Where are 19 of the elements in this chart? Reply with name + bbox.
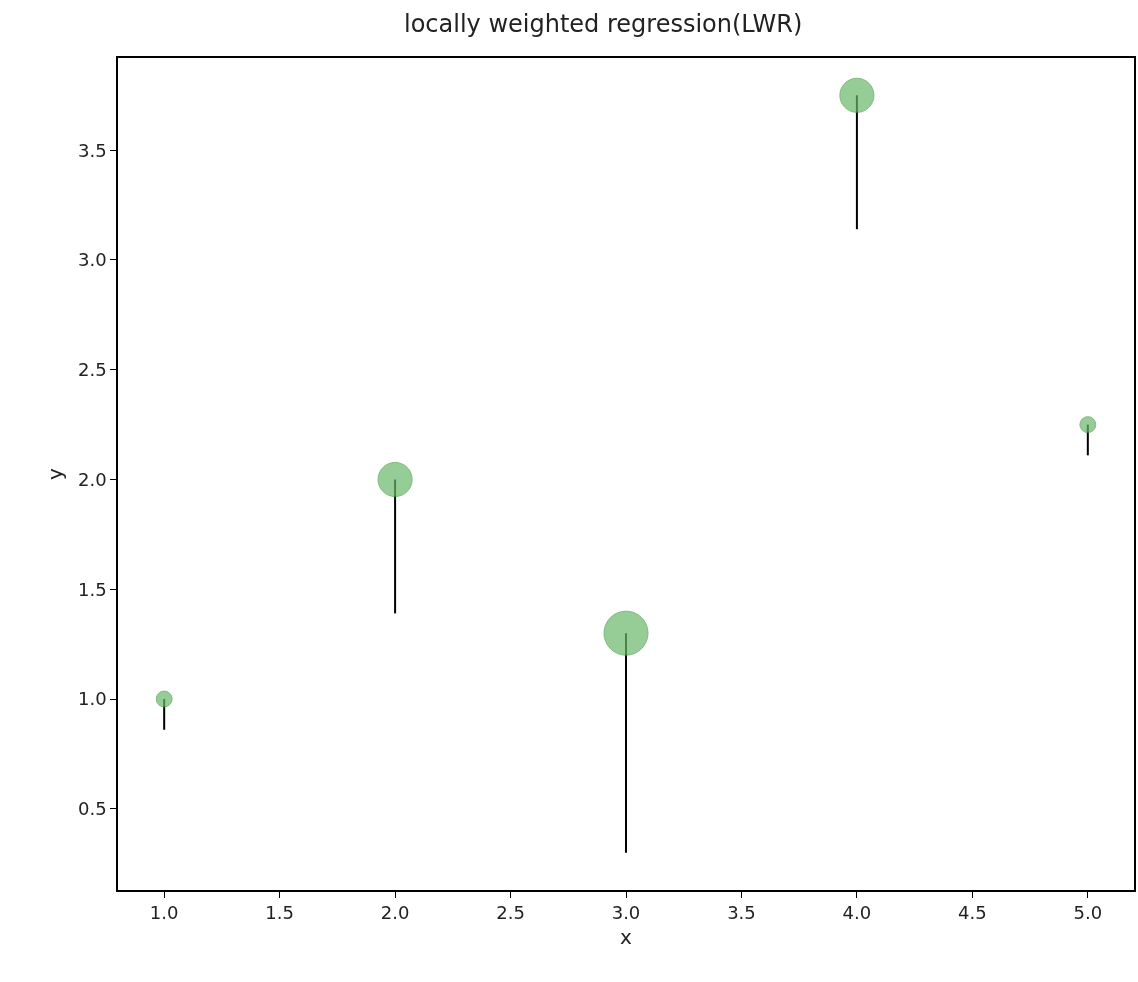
x-tick-label: 5.0 bbox=[1073, 902, 1103, 924]
x-tick-label: 3.0 bbox=[611, 902, 641, 924]
y-tick-label: 2.0 bbox=[78, 468, 107, 490]
y-tick-label: 1.5 bbox=[78, 578, 107, 600]
y-tick-label: 3.5 bbox=[78, 139, 107, 161]
x-tick-label: 1.5 bbox=[265, 902, 294, 924]
x-tick-label: 4.5 bbox=[958, 902, 987, 924]
chart-title: locally weighted regression(LWR) bbox=[403, 9, 803, 38]
x-tick-label: 2.0 bbox=[380, 902, 410, 924]
y-tick-label: 1.0 bbox=[78, 688, 107, 710]
y-tick-label: 0.5 bbox=[78, 798, 107, 820]
x-axis-title: x bbox=[620, 925, 633, 950]
x-tick-label: 3.5 bbox=[727, 902, 756, 924]
x-tick-label: 4.0 bbox=[842, 902, 872, 924]
y-tick-label: 3.0 bbox=[78, 249, 107, 271]
y-tick-label: 2.5 bbox=[78, 359, 107, 381]
x-tick-label: 1.0 bbox=[149, 902, 179, 924]
x-tick-label: 2.5 bbox=[496, 902, 525, 924]
y-axis-title: y bbox=[43, 467, 68, 480]
